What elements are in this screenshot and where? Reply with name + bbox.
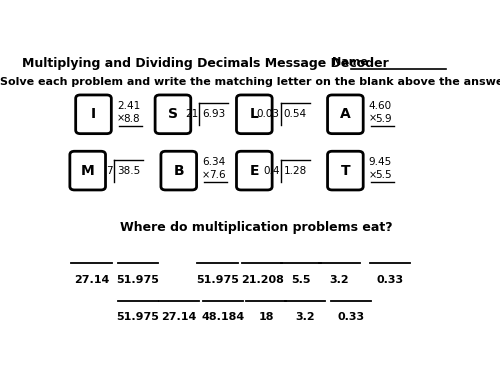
Text: A: A — [340, 107, 351, 121]
Text: 1.28: 1.28 — [284, 166, 307, 176]
Text: 0.03: 0.03 — [256, 109, 280, 119]
Text: 5.9: 5.9 — [376, 114, 392, 124]
Text: Name: Name — [332, 57, 368, 67]
Text: M: M — [81, 164, 94, 178]
Text: S: S — [168, 107, 178, 121]
FancyBboxPatch shape — [328, 151, 363, 190]
Text: 5.5: 5.5 — [291, 274, 310, 285]
Text: 3.2: 3.2 — [295, 312, 314, 322]
Text: I: I — [91, 107, 96, 121]
Text: Where do multiplication problems eat?: Where do multiplication problems eat? — [120, 221, 392, 234]
Text: E: E — [250, 164, 259, 178]
Text: B: B — [174, 164, 184, 178]
Text: 51.975: 51.975 — [196, 274, 239, 285]
FancyBboxPatch shape — [328, 95, 363, 134]
Text: 9.45: 9.45 — [368, 157, 392, 167]
Text: 48.184: 48.184 — [202, 312, 245, 322]
Text: 5.5: 5.5 — [376, 170, 392, 180]
FancyBboxPatch shape — [155, 95, 191, 134]
Text: 0.33: 0.33 — [338, 312, 365, 322]
Text: 27.14: 27.14 — [161, 312, 196, 322]
Text: 2.41: 2.41 — [117, 100, 140, 111]
FancyBboxPatch shape — [236, 95, 272, 134]
Text: 21.208: 21.208 — [240, 274, 284, 285]
Text: ×: × — [368, 170, 376, 180]
Text: 3.2: 3.2 — [330, 274, 349, 285]
Text: 7.6: 7.6 — [208, 170, 225, 180]
Text: 7: 7 — [106, 166, 113, 176]
Text: ×: × — [368, 114, 376, 124]
Text: 4.60: 4.60 — [369, 100, 392, 111]
Text: 18: 18 — [258, 312, 274, 322]
Text: 51.975: 51.975 — [116, 312, 160, 322]
Text: 6.93: 6.93 — [202, 109, 226, 119]
Text: Solve each problem and write the matching letter on the blank above the answer.: Solve each problem and write the matchin… — [0, 77, 500, 87]
FancyBboxPatch shape — [70, 151, 106, 190]
Text: 8.8: 8.8 — [124, 114, 140, 124]
Text: 0.33: 0.33 — [376, 274, 404, 285]
Text: ×: × — [202, 170, 210, 180]
FancyBboxPatch shape — [161, 151, 196, 190]
Text: 38.5: 38.5 — [117, 166, 140, 176]
Text: 51.975: 51.975 — [116, 274, 160, 285]
FancyBboxPatch shape — [236, 151, 272, 190]
Text: 21: 21 — [185, 109, 198, 119]
Text: 0.4: 0.4 — [263, 166, 280, 176]
Text: ×: × — [116, 114, 124, 124]
Text: L: L — [250, 107, 259, 121]
Text: T: T — [340, 164, 350, 178]
Text: 0.54: 0.54 — [284, 109, 307, 119]
Text: Multiplying and Dividing Decimals Message Decoder: Multiplying and Dividing Decimals Messag… — [22, 57, 389, 70]
FancyBboxPatch shape — [76, 95, 112, 134]
Text: 27.14: 27.14 — [74, 274, 109, 285]
Text: 6.34: 6.34 — [202, 157, 225, 167]
